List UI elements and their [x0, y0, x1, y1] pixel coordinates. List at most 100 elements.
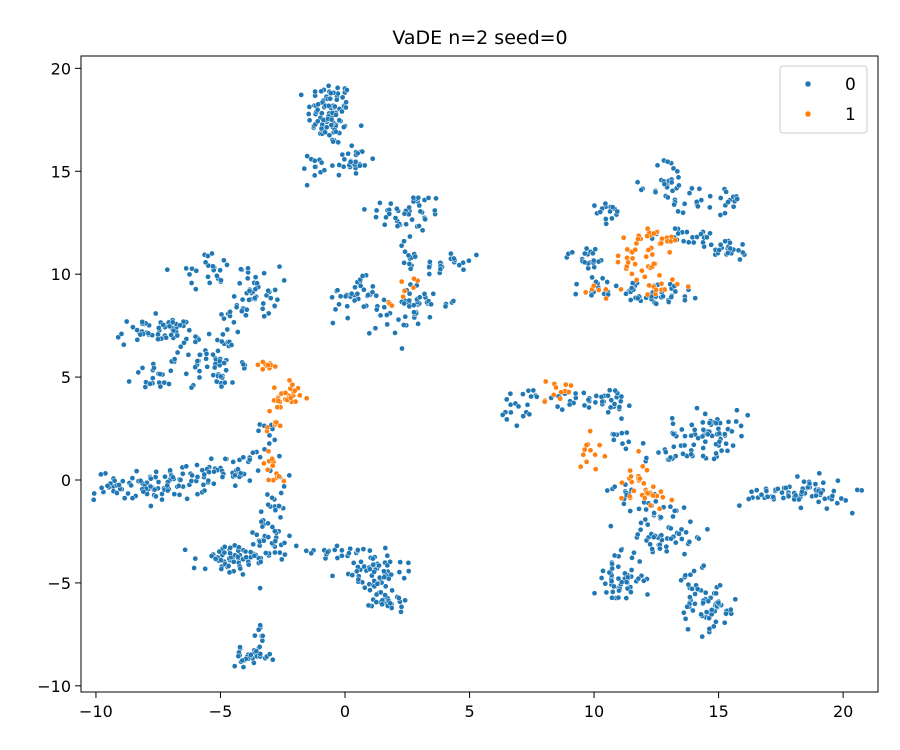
- series-0-point: [177, 476, 184, 483]
- series-0-point: [698, 611, 704, 618]
- series-0-point: [668, 294, 675, 300]
- series-0-point: [260, 300, 267, 307]
- series-0-point: [175, 483, 182, 489]
- series-0-point: [716, 438, 723, 445]
- series-0-point: [155, 336, 161, 342]
- series-0-point: [374, 581, 381, 587]
- series-0-point: [674, 168, 681, 175]
- series-0-point: [589, 274, 595, 281]
- series-1-point: [580, 451, 587, 458]
- series-0-point: [676, 182, 682, 189]
- series-0-point: [379, 601, 385, 608]
- series-0-point: [231, 319, 237, 326]
- series-0-point: [184, 495, 190, 502]
- series-0-point: [353, 170, 359, 177]
- series-0-point: [723, 610, 729, 617]
- series-0-point: [722, 238, 728, 245]
- legend-marker-0: [804, 80, 812, 88]
- x-tick-label: 5: [464, 702, 474, 721]
- series-0-point: [361, 162, 368, 169]
- series-0-point: [692, 295, 699, 301]
- series-1-point: [626, 493, 633, 500]
- series-0-point: [276, 503, 282, 509]
- series-0-point: [258, 508, 265, 515]
- series-0-point: [624, 574, 631, 581]
- series-0-point: [196, 374, 203, 381]
- series-0-point: [627, 508, 634, 514]
- series-0-point: [381, 221, 388, 228]
- series-0-point: [160, 322, 166, 328]
- series-1-point: [277, 422, 284, 429]
- y-tick-label: −5: [47, 574, 71, 593]
- series-0-point: [662, 449, 669, 455]
- series-0-point: [251, 552, 258, 559]
- series-0-point: [252, 632, 258, 639]
- series-0-point: [684, 229, 690, 235]
- series-0-point: [605, 392, 611, 399]
- series-1-point: [635, 448, 642, 455]
- series-0-point: [401, 210, 408, 217]
- series-0-point: [334, 287, 341, 294]
- series-0-point: [221, 543, 228, 550]
- series-0-point: [405, 559, 412, 566]
- series-0-point: [770, 494, 777, 500]
- series-1-point: [656, 505, 663, 512]
- series-0-point: [159, 496, 165, 503]
- series-0-point: [242, 548, 249, 555]
- series-0-point: [265, 287, 272, 294]
- series-0-point: [333, 112, 339, 118]
- series-0-point: [623, 595, 630, 601]
- series-0-point: [670, 165, 677, 172]
- series-0-point: [702, 589, 709, 596]
- series-1-point: [553, 384, 559, 391]
- series-0-point: [237, 644, 243, 650]
- series-0-point: [177, 322, 184, 329]
- series-0-point: [240, 361, 247, 368]
- series-0-point: [210, 351, 216, 358]
- series-1-point: [565, 389, 572, 395]
- series-0-point: [678, 536, 685, 542]
- x-tick-label: −5: [209, 702, 233, 721]
- series-0-point: [700, 453, 706, 459]
- series-0-point: [224, 262, 230, 268]
- series-0-point: [599, 398, 606, 405]
- series-0-point: [675, 174, 682, 181]
- series-1-point: [587, 447, 594, 454]
- series-0-point: [205, 477, 212, 484]
- series-0-point: [508, 409, 514, 416]
- series-0-point: [421, 291, 428, 297]
- series-0-point: [626, 402, 633, 409]
- series-0-point: [149, 375, 156, 381]
- y-tick-label: 15: [51, 162, 71, 181]
- series-0-point: [687, 594, 693, 600]
- series-0-point: [652, 189, 659, 196]
- series-0-point: [688, 432, 695, 439]
- series-1-point: [275, 398, 282, 404]
- series-0-point: [257, 558, 264, 565]
- series-0-point: [188, 280, 195, 286]
- series-0-point: [685, 581, 692, 588]
- series-0-point: [700, 239, 706, 246]
- series-0-point: [607, 404, 614, 411]
- series-0-point: [774, 486, 781, 492]
- series-0-point: [658, 514, 664, 521]
- series-0-point: [604, 279, 611, 285]
- series-0-point: [402, 313, 409, 320]
- series-0-point: [341, 156, 348, 163]
- series-0-point: [348, 290, 355, 297]
- series-0-point: [324, 549, 331, 556]
- series-0-point: [373, 599, 380, 605]
- axes-frame: [80, 55, 879, 693]
- series-0-point: [332, 306, 339, 313]
- series-0-point: [90, 496, 97, 503]
- series-0-point: [466, 257, 472, 264]
- series-0-point: [255, 626, 262, 633]
- series-0-point: [348, 142, 355, 149]
- series-0-point: [237, 565, 244, 572]
- series-0-point: [372, 325, 379, 332]
- chart-title: VaDE n=2 seed=0: [392, 27, 567, 49]
- series-1-point: [650, 492, 657, 499]
- series-0-point: [126, 378, 132, 385]
- series-0-point: [133, 468, 140, 474]
